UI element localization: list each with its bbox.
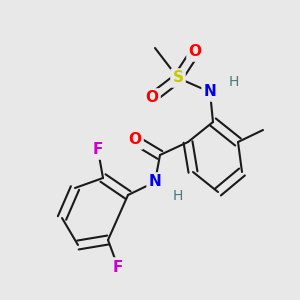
Text: O: O xyxy=(188,44,202,59)
Text: O: O xyxy=(128,133,142,148)
Text: H: H xyxy=(173,189,183,203)
Text: F: F xyxy=(93,142,103,158)
Text: O: O xyxy=(146,91,158,106)
Text: N: N xyxy=(148,175,161,190)
Text: S: S xyxy=(172,70,184,86)
Text: F: F xyxy=(113,260,123,274)
Text: H: H xyxy=(229,75,239,89)
Text: N: N xyxy=(204,85,216,100)
